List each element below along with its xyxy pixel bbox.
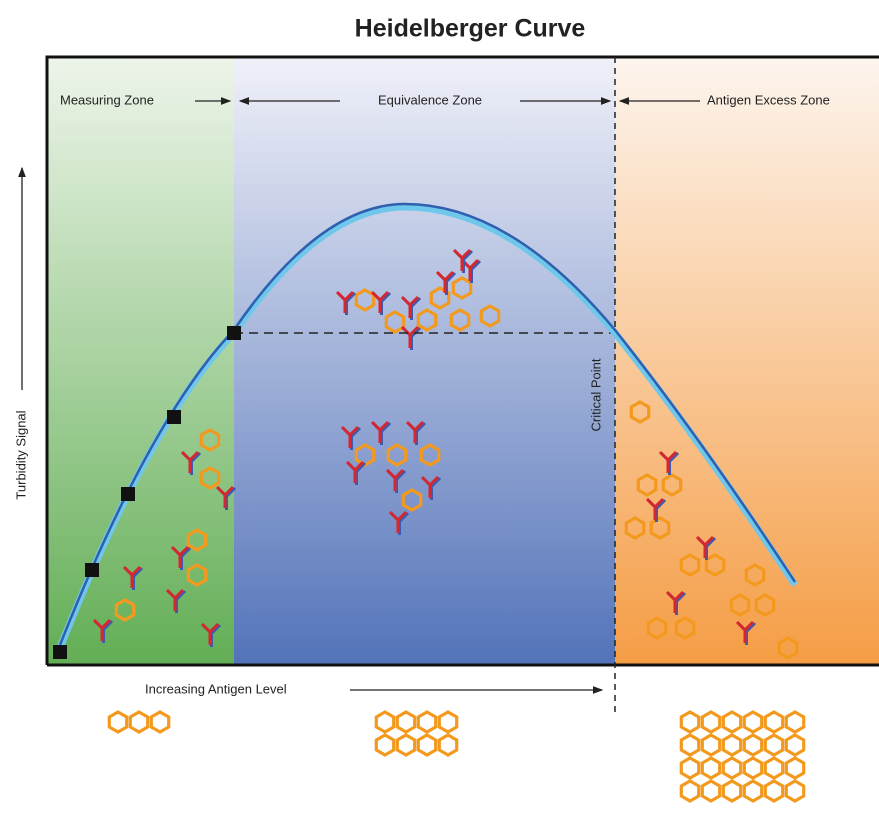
antigen (130, 712, 147, 732)
antigen (765, 758, 782, 778)
antigen (681, 758, 698, 778)
antigen (723, 758, 740, 778)
antigen (702, 781, 719, 801)
antigen (702, 735, 719, 755)
antigen (765, 712, 782, 732)
antigen (376, 735, 393, 755)
antigen (723, 735, 740, 755)
antigen (786, 735, 803, 755)
antigen (744, 735, 761, 755)
diagram: Heidelberger Curve Measuring Zone Equiva… (0, 0, 879, 815)
antigen (723, 781, 740, 801)
antigen (744, 758, 761, 778)
antigen (702, 712, 719, 732)
zone-label: Equivalence Zone (378, 92, 482, 107)
antigen (723, 712, 740, 732)
title: Heidelberger Curve (355, 15, 586, 43)
antigen (681, 735, 698, 755)
marker (53, 645, 67, 659)
antigen (418, 735, 435, 755)
antigen-groups (109, 712, 803, 801)
marker (227, 326, 241, 340)
antigen (786, 712, 803, 732)
antigen (744, 781, 761, 801)
annotation: Critical Point (588, 358, 603, 431)
antigen (151, 712, 168, 732)
marker (121, 487, 135, 501)
antigen (702, 758, 719, 778)
antigen (681, 781, 698, 801)
zone-label: Measuring Zone (60, 92, 154, 107)
antigen (765, 735, 782, 755)
antigen (744, 712, 761, 732)
antigen (765, 781, 782, 801)
antigen (786, 758, 803, 778)
antigen (786, 781, 803, 801)
zone-label: Antigen Excess Zone (707, 92, 830, 107)
antigen (109, 712, 126, 732)
equivalence-zone (234, 57, 615, 665)
x-axis-label: Increasing Antigen Level (145, 681, 287, 696)
marker (85, 563, 99, 577)
marker (167, 410, 181, 424)
antigen (397, 735, 414, 755)
antigen (681, 712, 698, 732)
antigen (439, 712, 456, 732)
y-axis-label: Turbidity Signal (13, 410, 28, 499)
antigen (418, 712, 435, 732)
antigen (397, 712, 414, 732)
antigen (376, 712, 393, 732)
antigen (439, 735, 456, 755)
